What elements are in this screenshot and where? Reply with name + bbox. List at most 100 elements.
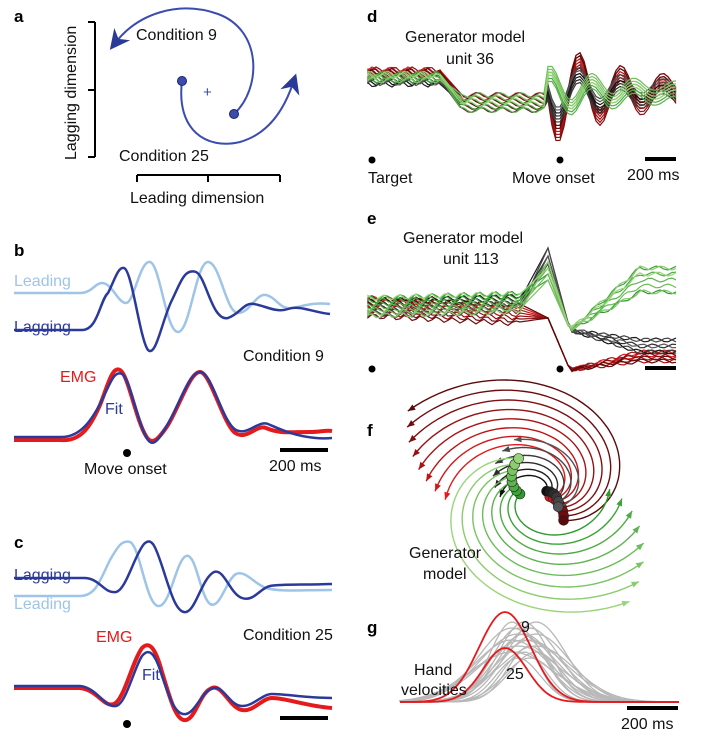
panel-c-condition-label: Condition 25 [243, 627, 333, 644]
panel-c-emg-trace [14, 643, 333, 722]
panel-f-trajectories [406, 379, 645, 613]
unit-113-trace [367, 295, 677, 372]
panel-c-move-onset-marker [123, 720, 131, 728]
panel-f: f Generator model [367, 379, 645, 613]
panel-g-condition-9-label: 9 [521, 619, 530, 636]
panel-c-lagging-trace [14, 540, 333, 614]
panel-c-label: c [14, 533, 23, 552]
panel-a-y-axis [88, 21, 96, 158]
panel-b-leading-label: Leading [14, 273, 71, 290]
trajectory-path [412, 408, 595, 509]
trajectory-arrowhead [616, 498, 623, 507]
panel-d-title-line2: unit 36 [446, 51, 494, 68]
trajectory-arrowhead [635, 543, 644, 551]
panel-e-title-line2: unit 113 [443, 251, 499, 268]
panel-e-unit-113-traces [367, 246, 677, 373]
panel-e-label: e [367, 209, 376, 228]
panel-c-fit-trace [14, 650, 333, 716]
panel-b-scale-bar-label: 200 ms [269, 458, 321, 475]
panel-e-move-onset-marker [556, 365, 564, 373]
panel-a-condition-9-label: Condition 9 [136, 27, 217, 44]
panel-d-move-onset-label: Move onset [512, 170, 595, 187]
panel-b-fit-label: Fit [105, 401, 123, 418]
panel-c-leading-label: Leading [14, 596, 71, 613]
trajectory-arrowhead [492, 468, 501, 477]
trajectory-path [418, 418, 587, 505]
panel-d-scale-bar-label: 200 ms [627, 167, 679, 184]
panel-g-condition-25-label: 25 [506, 666, 524, 683]
condition-9-start-marker [229, 109, 239, 119]
trajectory-path [514, 438, 580, 508]
trajectory-path [408, 399, 603, 513]
panel-c-fit-label: Fit [142, 667, 160, 684]
trajectory-path [472, 469, 644, 588]
unit-36-trace [367, 71, 677, 110]
trajectory-arrowhead [605, 489, 612, 497]
trajectory-path [507, 490, 623, 545]
origin-cross-icon: + [203, 84, 212, 101]
unit-36-trace [367, 71, 677, 113]
panel-c-emg-label: EMG [96, 629, 132, 646]
panel-g-hand-label-line2: velocities [401, 682, 467, 699]
trajectory-start-marker [552, 501, 564, 513]
trajectory-path [481, 475, 645, 577]
condition-25-start-marker [177, 76, 187, 86]
trajectory-path [491, 481, 641, 565]
trajectory-arrowhead [630, 581, 639, 588]
trajectory-arrowhead [418, 461, 426, 470]
trajectory-arrowhead [502, 445, 511, 452]
panel-b-fit-trace [14, 370, 333, 444]
panel-b-leading-trace [14, 260, 331, 334]
unit-113-trace [367, 304, 677, 372]
unit-113-trace [367, 272, 677, 332]
panel-b-move-onset-marker [123, 449, 131, 457]
trajectory-path [425, 427, 580, 502]
unit-113-trace [367, 310, 677, 372]
panel-g-hand-velocity-traces [399, 611, 680, 703]
trajectory-arrowhead [621, 600, 630, 607]
unit-113-trace [367, 266, 677, 330]
panel-g: g 9 25 Hand velocities 200 ms [367, 611, 680, 733]
panel-d-target-label: Target [368, 170, 413, 187]
trajectory-path [461, 463, 640, 600]
trajectory-path [407, 379, 621, 522]
unit-113-trace [367, 278, 677, 332]
unit-113-trace [367, 260, 677, 330]
panel-b-emg-label: EMG [60, 369, 96, 386]
trajectory-arrowhead [635, 561, 644, 569]
panel-g-label: g [367, 618, 377, 637]
unit-113-trace [367, 313, 677, 373]
hand-velocity-highlighted-trace [400, 647, 679, 703]
trajectory-arrowhead [407, 420, 415, 428]
panel-d-label: d [367, 7, 377, 26]
panel-b-condition-label: Condition 9 [243, 348, 324, 365]
trajectory-arrowhead [499, 489, 506, 497]
trajectory-arrowhead [514, 436, 522, 443]
trajectory-arrowhead [426, 473, 433, 482]
trajectory-start-marker [513, 453, 524, 464]
panel-b-move-onset-label: Move onset [84, 461, 167, 478]
panel-b-lagging-trace [14, 266, 331, 353]
unit-113-trace [367, 265, 677, 327]
panel-d: d Generator model unit 36 Target Move on… [367, 7, 679, 187]
condition-9-trajectory [109, 7, 255, 115]
panel-d-title-line1: Generator model [405, 29, 525, 46]
panel-e-title-line1: Generator model [403, 230, 523, 247]
trajectory-arrowhead [408, 434, 417, 443]
panel-b: b Leading Lagging EMG Fit Condition 9 Mo… [14, 241, 333, 478]
trajectory-arrowhead [412, 448, 420, 457]
unit-36-trace [367, 65, 677, 101]
panel-d-target-marker [368, 156, 376, 164]
panel-d-unit-36-traces [367, 51, 677, 142]
panel-a-condition-25-label: Condition 25 [119, 148, 209, 165]
panel-d-move-onset-marker [556, 156, 564, 164]
panel-e-target-marker [368, 365, 376, 373]
panel-b-label: b [14, 241, 24, 260]
trajectory-path [514, 488, 611, 536]
trajectory-arrowhead [625, 510, 633, 519]
trajectory-path [502, 446, 572, 503]
hand-velocity-trace [399, 639, 679, 703]
panel-f-label: f [367, 421, 373, 440]
panel-b-lagging-label: Lagging [14, 319, 71, 336]
